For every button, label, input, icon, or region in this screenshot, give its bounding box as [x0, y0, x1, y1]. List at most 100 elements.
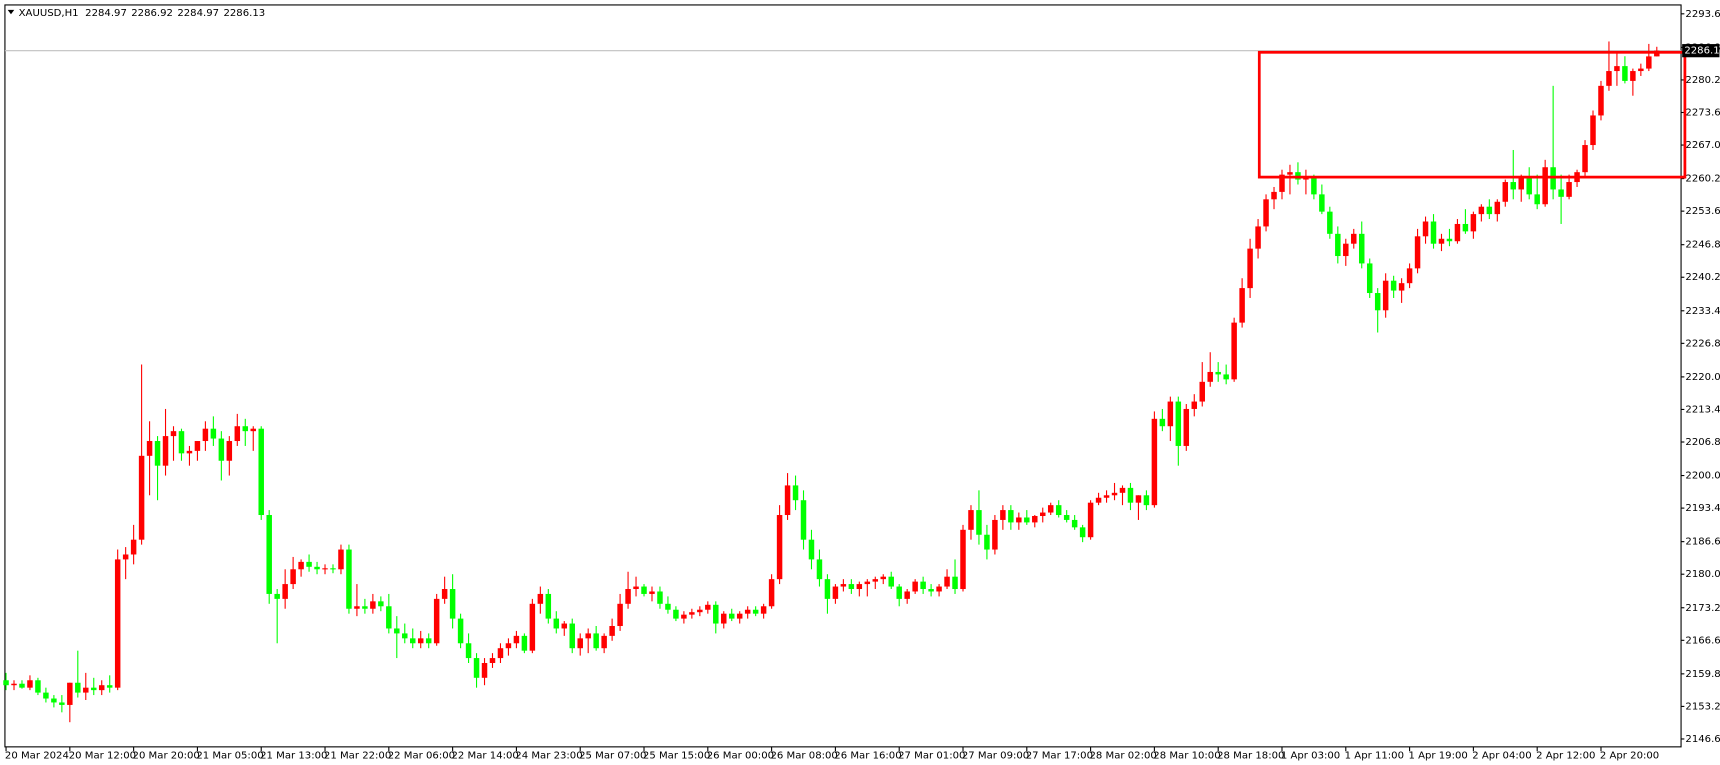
candle-body — [3, 680, 9, 686]
candle-body — [968, 510, 974, 530]
candle-body — [744, 609, 751, 614]
y-tick-label: 2246.80 — [1685, 240, 1720, 251]
candle-body — [689, 612, 695, 615]
candle-body — [1422, 221, 1429, 237]
candle-body — [386, 606, 392, 629]
x-tick-label: 24 Mar 23:00 — [515, 751, 582, 762]
candle-body — [776, 515, 783, 580]
candle-body — [1231, 322, 1237, 380]
candle-body — [410, 638, 416, 644]
candle-body — [1071, 519, 1078, 528]
candle-body — [984, 534, 990, 550]
candle-body — [880, 576, 886, 580]
y-tick-label: 2206.80 — [1685, 437, 1720, 448]
candle-body — [130, 539, 137, 555]
candle-body — [577, 638, 583, 649]
candle-body — [864, 581, 871, 585]
candle-body — [378, 601, 384, 607]
x-tick-label: 22 Mar 06:00 — [388, 751, 455, 762]
x-tick-label: 28 Mar 18:00 — [1217, 751, 1284, 762]
candle-body — [609, 626, 615, 636]
candle-body — [513, 635, 520, 644]
x-tick-label: 21 Mar 22:00 — [324, 751, 391, 762]
candle-body — [681, 614, 687, 619]
candle-body — [258, 428, 264, 516]
candle-body — [250, 428, 256, 432]
candle-body — [1223, 374, 1229, 380]
candle-body — [1135, 495, 1142, 503]
y-tick-label: 2173.20 — [1685, 603, 1720, 614]
candle-body — [1000, 510, 1006, 520]
candle-body — [266, 515, 272, 594]
candle-body — [920, 581, 926, 590]
candle-body — [728, 613, 735, 619]
candle-body — [1390, 280, 1397, 291]
candle-body — [322, 568, 328, 570]
candle-body — [840, 584, 847, 587]
annotation-box — [1257, 50, 1687, 179]
candle-body — [1271, 191, 1277, 200]
candle-body — [497, 648, 504, 659]
candle-body — [346, 549, 352, 609]
candle-body — [425, 638, 432, 644]
candle-body — [162, 436, 169, 466]
close: 2286.13 — [223, 8, 265, 19]
candle-body — [1646, 56, 1652, 69]
candle-body — [705, 604, 711, 610]
y-tick-label: 2180.00 — [1685, 569, 1720, 580]
candle-body — [697, 609, 703, 613]
candle-body — [19, 683, 25, 688]
candle-body — [888, 576, 894, 587]
y-tick-label: 2280.20 — [1685, 75, 1720, 86]
candle-body — [872, 579, 879, 582]
candle-body — [896, 586, 902, 599]
y-tick-label: 2260.20 — [1685, 174, 1720, 185]
y-tick-label: 2293.60 — [1685, 9, 1720, 20]
symbol-menu-arrow[interactable] — [7, 9, 15, 15]
candle-body — [83, 687, 89, 693]
price-tag — [1682, 44, 1720, 58]
candle-body — [1143, 495, 1150, 506]
x-tick-label: 2 Apr 12:00 — [1536, 751, 1595, 762]
candle-body — [1590, 115, 1596, 146]
y-tick-label: 2159.80 — [1685, 669, 1720, 680]
candle-body — [1598, 85, 1604, 116]
x-tick-label: 21 Mar 13:00 — [260, 751, 327, 762]
candle-body — [505, 643, 512, 649]
candle-body — [569, 623, 575, 649]
candle-body — [760, 606, 767, 614]
candle-body — [976, 510, 982, 535]
candle-body — [1055, 505, 1062, 516]
candle-body — [178, 431, 185, 454]
candle-body — [1103, 495, 1110, 498]
candle-body — [792, 485, 799, 501]
x-tick-label: 1 Apr 11:00 — [1345, 751, 1404, 762]
candle-body — [91, 687, 97, 691]
candle-body — [449, 589, 456, 619]
candle-body — [473, 658, 480, 678]
candle-body — [114, 559, 121, 688]
candle-body — [816, 559, 823, 580]
candle-body — [354, 606, 360, 609]
candle-body — [98, 685, 105, 691]
candle-body — [234, 426, 241, 442]
candle-body — [1622, 66, 1628, 81]
x-tick-label: 25 Mar 15:00 — [643, 751, 710, 762]
candle-body — [960, 529, 966, 590]
candle-body — [122, 554, 129, 560]
candle-body — [561, 623, 568, 629]
y-tick-label: 2200.00 — [1685, 471, 1720, 482]
x-tick-label: 28 Mar 10:00 — [1153, 751, 1220, 762]
candle-body — [170, 431, 177, 437]
candle-body — [138, 455, 145, 540]
candle-body — [1127, 487, 1134, 503]
y-tick-label: 2226.80 — [1685, 338, 1720, 349]
candle-body — [67, 682, 73, 705]
candle-body — [1167, 401, 1174, 427]
candle-body — [11, 683, 17, 686]
candle-body — [1518, 177, 1524, 190]
chart-header: XAUUSD,H1 2284.97 2286.92 2284.97 2286.13 — [19, 8, 266, 19]
candle-body — [904, 591, 910, 599]
y-tick-label: 2267.00 — [1685, 140, 1720, 151]
